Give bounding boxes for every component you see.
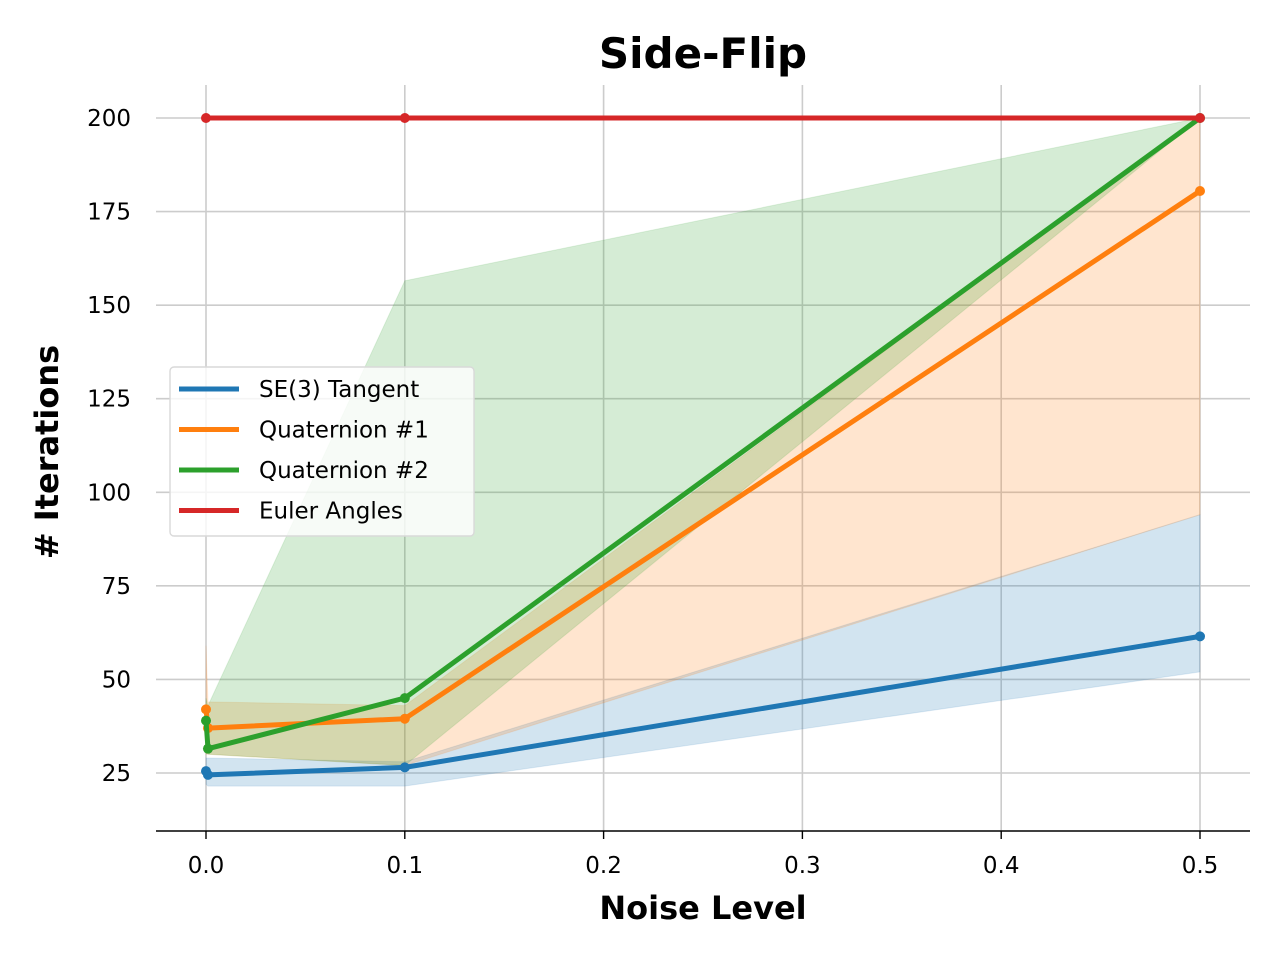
data-point bbox=[1195, 631, 1205, 642]
y-tick-label: 25 bbox=[102, 761, 131, 787]
x-tick-label: 0.0 bbox=[188, 853, 225, 879]
legend-label: Quaternion #1 bbox=[259, 418, 429, 444]
legend: SE(3) Tangent Quaternion #1 Quaternion #2 E… bbox=[169, 366, 475, 537]
x-tick-label: 0.4 bbox=[983, 853, 1020, 879]
data-point bbox=[202, 769, 213, 780]
y-axis-label: # Iterations bbox=[28, 345, 66, 559]
series-line bbox=[203, 115, 1202, 752]
legend-box bbox=[169, 366, 475, 537]
y-tick-label: 75 bbox=[102, 574, 131, 600]
x-axis-label: Noise Level bbox=[599, 889, 806, 927]
data-point bbox=[1195, 185, 1205, 196]
series-lines bbox=[201, 113, 1205, 780]
data-point bbox=[399, 693, 410, 704]
y-tick-label: 50 bbox=[102, 667, 131, 693]
data-point bbox=[1195, 113, 1205, 123]
data-point bbox=[399, 113, 410, 123]
y-tick-label: 100 bbox=[87, 480, 131, 506]
x-tick-label: 0.3 bbox=[784, 853, 821, 879]
legend-label: Quaternion #2 bbox=[259, 458, 429, 484]
data-point bbox=[201, 715, 211, 726]
y-tick-label: 175 bbox=[87, 200, 131, 226]
data-point bbox=[399, 762, 410, 773]
axes: 0.0 0.1 0.2 0.3 0.4 0.5 25 50 75 100 125 150 175 200 bbox=[87, 106, 1250, 879]
y-tick-label: 200 bbox=[87, 106, 131, 132]
data-point bbox=[201, 113, 211, 123]
data-point bbox=[399, 713, 410, 724]
data-point bbox=[201, 704, 211, 715]
y-tick-label: 150 bbox=[87, 293, 131, 319]
x-tick-label: 0.1 bbox=[387, 853, 424, 879]
x-tick-label: 0.2 bbox=[585, 853, 622, 879]
chart-title: Side-Flip bbox=[599, 29, 807, 78]
y-tick-label: 125 bbox=[87, 387, 131, 413]
legend-label: Euler Angles bbox=[259, 499, 403, 525]
legend-label: SE(3) Tangent bbox=[259, 377, 419, 403]
x-tick-label: 0.5 bbox=[1182, 853, 1219, 879]
confidence-band bbox=[205, 514, 1201, 787]
data-point bbox=[202, 743, 213, 754]
confidence-bands bbox=[205, 117, 1201, 787]
confidence-band bbox=[205, 117, 1201, 767]
